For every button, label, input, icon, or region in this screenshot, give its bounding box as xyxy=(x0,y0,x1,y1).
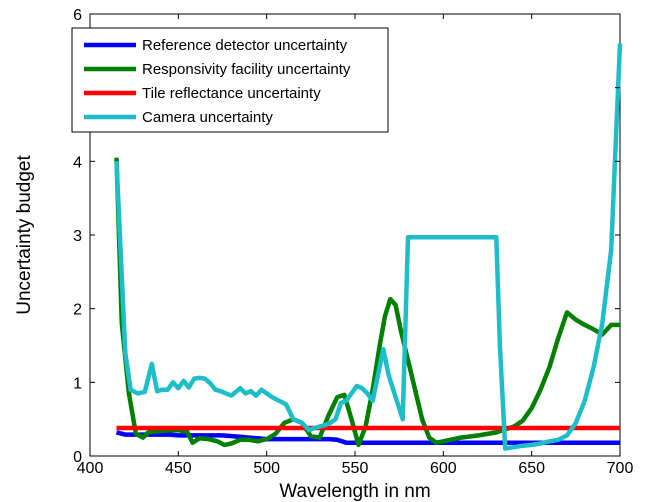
axes-layer: 4004505005506006507000123456 xyxy=(73,7,633,477)
series-layer xyxy=(114,43,623,451)
y-tick-label: 2 xyxy=(73,302,82,319)
y-axis-title: Uncertainty budget xyxy=(14,155,35,315)
x-tick-label: 450 xyxy=(165,460,192,477)
x-tick-label: 500 xyxy=(253,460,280,477)
legend-label-1: Reference detector uncertainty xyxy=(142,37,348,54)
series-line-1 xyxy=(115,430,620,445)
y-tick-label: 0 xyxy=(73,449,82,466)
legend: Reference detector uncertainty Responsivi… xyxy=(71,27,389,133)
x-tick-label: 650 xyxy=(518,460,545,477)
y-tick-label: 6 xyxy=(73,7,82,24)
legend-items: Reference detector uncertainty Responsivi… xyxy=(84,37,351,126)
x-tick-label: 400 xyxy=(77,460,104,477)
x-tick-label: 700 xyxy=(607,460,634,477)
y-tick-label: 4 xyxy=(73,154,82,171)
legend-label-3: Tile reflectance uncertainty xyxy=(142,85,321,102)
y-tick-label: 3 xyxy=(73,228,82,245)
legend-label-2: Responsivity facility uncertainty xyxy=(142,61,351,78)
series-line-2 xyxy=(114,157,620,448)
y-tick-label: 1 xyxy=(73,375,82,392)
series-line-4 xyxy=(114,43,623,451)
x-axis-title: Wavelength in nm xyxy=(279,481,430,502)
x-tick-label: 600 xyxy=(430,460,457,477)
legend-label-4: Camera uncertainty xyxy=(142,109,273,126)
x-tick-label: 550 xyxy=(342,460,369,477)
